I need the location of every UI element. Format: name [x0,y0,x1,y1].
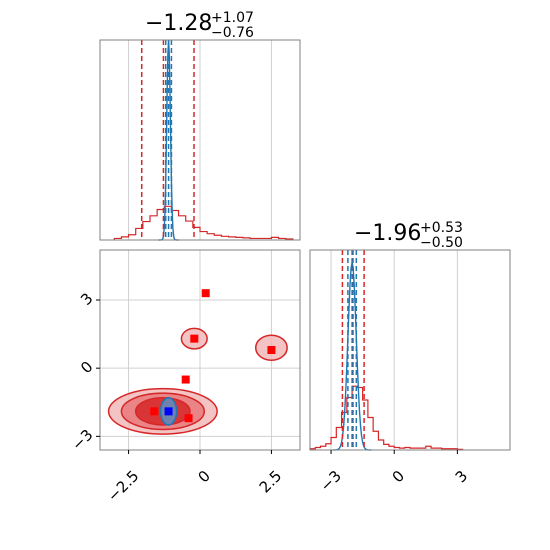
right-title-median: −1.96 [354,221,421,246]
x-tick-label: 3 [452,467,471,486]
top-title-plus: +1.07 [211,10,254,26]
x-tick-label: −2.5 [104,467,142,505]
y-tick-label: 0 [77,358,96,377]
truth-marker [184,414,193,423]
y-tick-label: 3 [77,289,96,308]
histogram-series-a [309,385,464,450]
joint-panel: −2.5 0 2.5 −3 0 3 [68,249,301,505]
y-tick-label: −3 [68,426,96,454]
x-tick-label: 2.5 [256,467,286,497]
histogram-series-a [113,205,294,240]
truth-marker [267,346,276,354]
x-tick-label: 0 [194,467,213,486]
contour-group [107,327,288,435]
right-title-plus: +0.53 [420,220,463,236]
truth-marker [201,289,210,298]
right-marginal-panel: −3 0 3 [309,249,511,495]
right-title-minus: −0.50 [420,235,463,251]
x-tick-label: −3 [317,467,345,495]
top-title-median: −1.28 [145,11,212,36]
top-title-minus: −0.76 [211,25,254,41]
truth-marker [190,334,199,343]
truth-marker [164,407,173,416]
truth-marker [150,407,159,416]
truth-marker [181,375,190,384]
panel-frame [309,249,511,451]
top-marginal-panel [99,39,301,241]
x-tick-label: 0 [389,467,408,486]
panel-frame [99,39,301,241]
